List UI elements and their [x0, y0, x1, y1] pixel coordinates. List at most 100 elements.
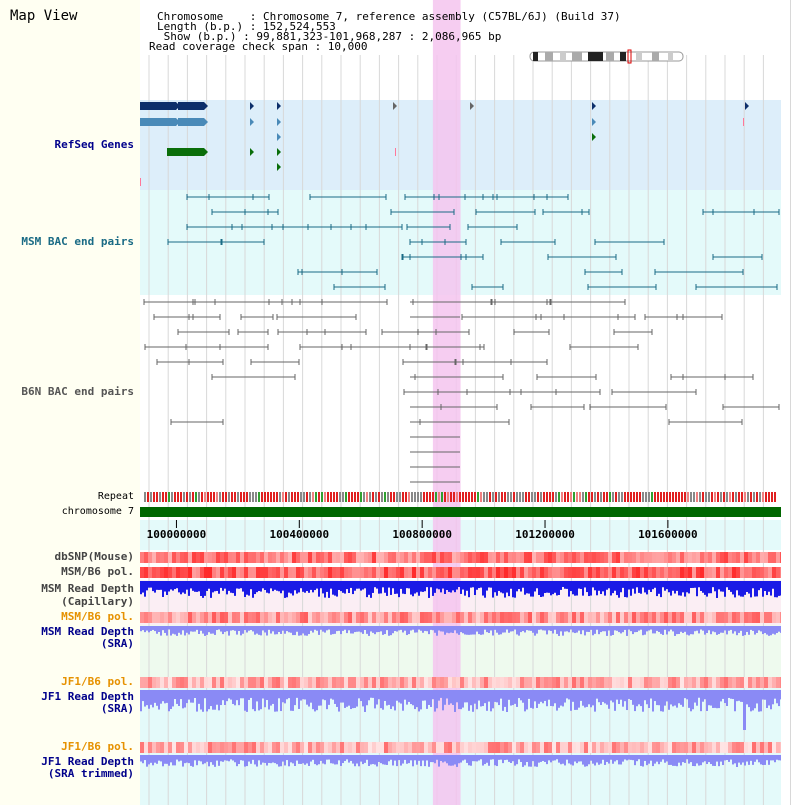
msm-b6-pol-2-heat: [364, 612, 368, 623]
msm-b6-pol-heat: [240, 567, 244, 578]
msm-sra-depth: [430, 626, 432, 630]
jf1-sra-depth: [330, 690, 332, 699]
dbsnp-heat: [552, 552, 556, 563]
jf1-sra-depth: [502, 690, 504, 711]
jf1-sra-depth: [524, 690, 526, 712]
dbsnp-heat: [356, 552, 360, 563]
dbsnp-heat: [156, 552, 160, 563]
dbsnp-heat: [756, 552, 760, 563]
jf1-trimmed-depth: [464, 755, 466, 760]
msm-sra-depth: [696, 626, 698, 631]
msm-b6-pol-2-heat: [152, 612, 156, 623]
track-plot-area[interactable]: 100000000 100400000 100800000 101200000 1016…: [140, 0, 781, 805]
dbsnp-heat: [508, 552, 512, 563]
msm-b6-pol-heat: [212, 567, 216, 578]
dbsnp-heat: [728, 552, 732, 563]
jf1-trimmed-depth: [502, 755, 504, 764]
msm-b6-pol-2-heat: [220, 612, 224, 623]
jf1-sra-depth: [226, 690, 228, 702]
jf1-b6-pol-2-heat: [648, 742, 652, 753]
msm-b6-pol-2-heat: [396, 612, 400, 623]
msm-b6-pol-2-heat: [212, 612, 216, 623]
msm-b6-pol-2-heat: [540, 612, 544, 623]
dbsnp-heat: [248, 552, 252, 563]
msm-b6-pol-2-heat: [584, 612, 588, 623]
jf1-sra-depth: [490, 690, 492, 712]
msm-b6-pol-heat: [532, 567, 536, 578]
refseq-marker-4: [277, 118, 281, 126]
msm-b6-pol-2-heat: [772, 612, 776, 623]
msm-capillary-depth: [298, 581, 300, 593]
msm-capillary-depth: [180, 581, 182, 595]
jf1-trimmed-depth: [702, 755, 704, 763]
jf1-sra-depth: [718, 690, 720, 709]
track-label-refseq[interactable]: RefSeq Genes: [54, 138, 134, 151]
jf1-trimmed-depth: [160, 755, 162, 762]
jf1-sra-depth: [532, 690, 534, 709]
msm-b6-pol-heat: [140, 567, 144, 578]
msm-sra-depth: [570, 626, 572, 630]
jf1-sra-depth: [508, 690, 510, 700]
msm-sra-depth: [418, 626, 420, 630]
msm-sra-depth: [342, 626, 344, 631]
msm-sra-depth: [376, 626, 378, 633]
msm-b6-pol-heat: [704, 567, 708, 578]
msm-b6-pol-heat: [304, 567, 308, 578]
msm-b6-pol-heat: [432, 567, 436, 578]
jf1-trimmed-depth: [530, 755, 532, 767]
msm-sra-depth: [572, 626, 574, 633]
msm-sra-depth: [356, 626, 358, 632]
msm-b6-pol-heat: [640, 567, 644, 578]
msm-capillary-depth: [336, 581, 338, 597]
jf1-sra-depth: [348, 690, 350, 706]
jf1-trimmed-depth: [286, 755, 288, 761]
refseq-marker-7: [277, 163, 281, 171]
repeat-mark: [606, 492, 608, 502]
msm-sra-depth: [744, 626, 746, 636]
jf1-sra-depth: [346, 690, 348, 707]
jf1-b6-pol-2-heat: [500, 742, 504, 753]
msm-capillary-depth: [716, 581, 718, 598]
jf1-trimmed-depth: [598, 755, 600, 765]
msm-capillary-depth: [588, 581, 590, 597]
msm-b6-pol-2-heat: [508, 612, 512, 623]
msm-sra-depth: [638, 626, 640, 631]
msm-sra-depth: [258, 626, 260, 635]
jf1-sra-depth: [598, 690, 600, 703]
msm-sra-depth: [514, 626, 516, 630]
jf1-trimmed-depth: [628, 755, 630, 760]
msm-capillary-depth: [628, 581, 630, 590]
jf1-sra-depth: [548, 690, 550, 700]
msm-b6-pol-2-heat: [428, 612, 432, 623]
jf1-sra-depth: [468, 690, 470, 711]
track-label-msm-bac[interactable]: MSM BAC end pairs: [21, 235, 134, 248]
repeat-mark: [174, 492, 176, 502]
msm-sra-depth: [446, 626, 448, 633]
jf1-sra-depth: [530, 690, 532, 708]
dbsnp-heat: [480, 552, 484, 563]
jf1-trimmed-depth: [390, 755, 392, 760]
msm-capillary-depth: [582, 581, 584, 596]
jf1-b6-pol-2-heat: [780, 742, 781, 753]
msm-b6-pol-heat: [400, 567, 404, 578]
jf1-trimmed-depth: [630, 755, 632, 760]
jf1-trimmed-depth: [658, 755, 660, 765]
track-canvas[interactable]: 100000000 100400000 100800000 101200000 1016…: [140, 0, 781, 805]
track-label-b6n-bac[interactable]: B6N BAC end pairs: [21, 385, 134, 398]
jf1-sra-depth: [414, 690, 416, 710]
jf1-sra-depth: [148, 690, 150, 709]
jf1-trimmed-depth: [532, 755, 534, 762]
jf1-sra-depth: [192, 690, 194, 703]
jf1-sra-depth: [644, 690, 646, 701]
jf1-trimmed-depth: [418, 755, 420, 761]
jf1-trimmed-depth: [280, 755, 282, 767]
jf1-b6-pol-2-heat: [408, 742, 412, 753]
jf1-b6-pol-2-heat: [380, 742, 384, 753]
jf1-trimmed-depth: [174, 755, 176, 766]
repeat-mark: [765, 492, 767, 502]
jf1-sra-depth: [536, 690, 538, 708]
msm-sra-depth: [568, 626, 570, 633]
jf1-sra-depth: [558, 690, 560, 708]
msm-b6-pol-2-heat: [180, 612, 184, 623]
msm-sra-depth: [610, 626, 612, 636]
